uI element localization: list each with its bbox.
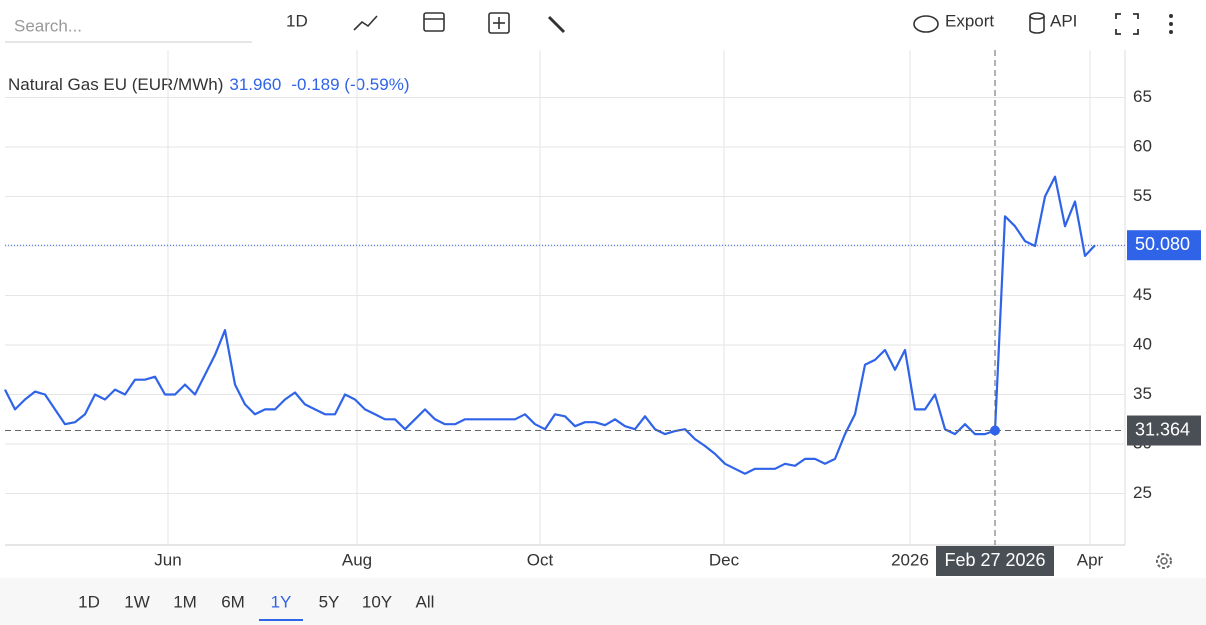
range-button[interactable]: 10Y	[362, 592, 392, 611]
interval-button[interactable]: 1D	[286, 11, 308, 30]
range-button[interactable]: All	[416, 592, 435, 611]
price-line	[4, 175, 1096, 475]
toolbar: Search... 1D Export API	[5, 11, 1173, 43]
add-indicator-icon[interactable]	[488, 12, 510, 34]
range-button[interactable]: 6M	[221, 592, 245, 611]
crosshair-x-label: Feb 27 2026	[944, 550, 1045, 570]
export-label[interactable]: Export	[945, 11, 994, 30]
y-tick-label: 55	[1133, 186, 1152, 205]
x-tick-label: 2026	[891, 550, 929, 569]
crosshair-x-box	[936, 546, 1054, 576]
range-button[interactable]: 1D	[78, 592, 100, 611]
crosshair-y-label: 31.364	[1135, 419, 1190, 439]
api-button[interactable]: API	[1029, 11, 1077, 34]
last-price-box	[1127, 230, 1201, 261]
chart-title: Natural Gas EU (EUR/MWh)	[8, 75, 223, 94]
y-tick-label: 35	[1133, 384, 1152, 403]
chart-header: Natural Gas EU (EUR/MWh) 31.960 -0.189 (-0…	[8, 75, 410, 94]
range-bar	[0, 578, 1206, 625]
export-button[interactable]: Export	[913, 11, 994, 33]
menu-icon[interactable]	[1169, 14, 1173, 34]
last-value: 31.960	[229, 75, 281, 94]
search-box[interactable]: Search...	[14, 16, 82, 35]
x-tick-label: Dec	[709, 550, 740, 569]
range-button[interactable]: 5Y	[319, 592, 340, 611]
last-price-label: 50.080	[1135, 234, 1190, 254]
range-button[interactable]: 1Y	[271, 592, 292, 611]
line-type-icon[interactable]	[353, 15, 378, 31]
x-tick-label: Jun	[154, 550, 181, 569]
y-tick-label: 40	[1133, 335, 1152, 354]
y-tick-label: 60	[1133, 137, 1152, 156]
y-tick-label: 25	[1133, 483, 1152, 502]
settings-wrench-icon[interactable]	[547, 15, 566, 34]
api-label[interactable]: API	[1050, 11, 1077, 30]
x-tick-label: Apr	[1077, 550, 1104, 569]
settings-gear[interactable]	[1156, 553, 1172, 569]
y-tick-label: 65	[1133, 87, 1152, 106]
x-tick-label: Aug	[342, 550, 372, 569]
change: -0.189 (-0.59%)	[291, 75, 409, 94]
y-tick-label: 45	[1133, 285, 1152, 304]
fullscreen-icon[interactable]	[1115, 13, 1139, 35]
crosshair-y-box	[1127, 415, 1201, 446]
x-tick-label: Oct	[527, 550, 554, 569]
range-button[interactable]: 1M	[173, 592, 197, 611]
calendar-icon[interactable]	[423, 12, 445, 32]
range-button[interactable]: 1W	[124, 592, 150, 611]
crosshair-point	[990, 425, 1000, 436]
